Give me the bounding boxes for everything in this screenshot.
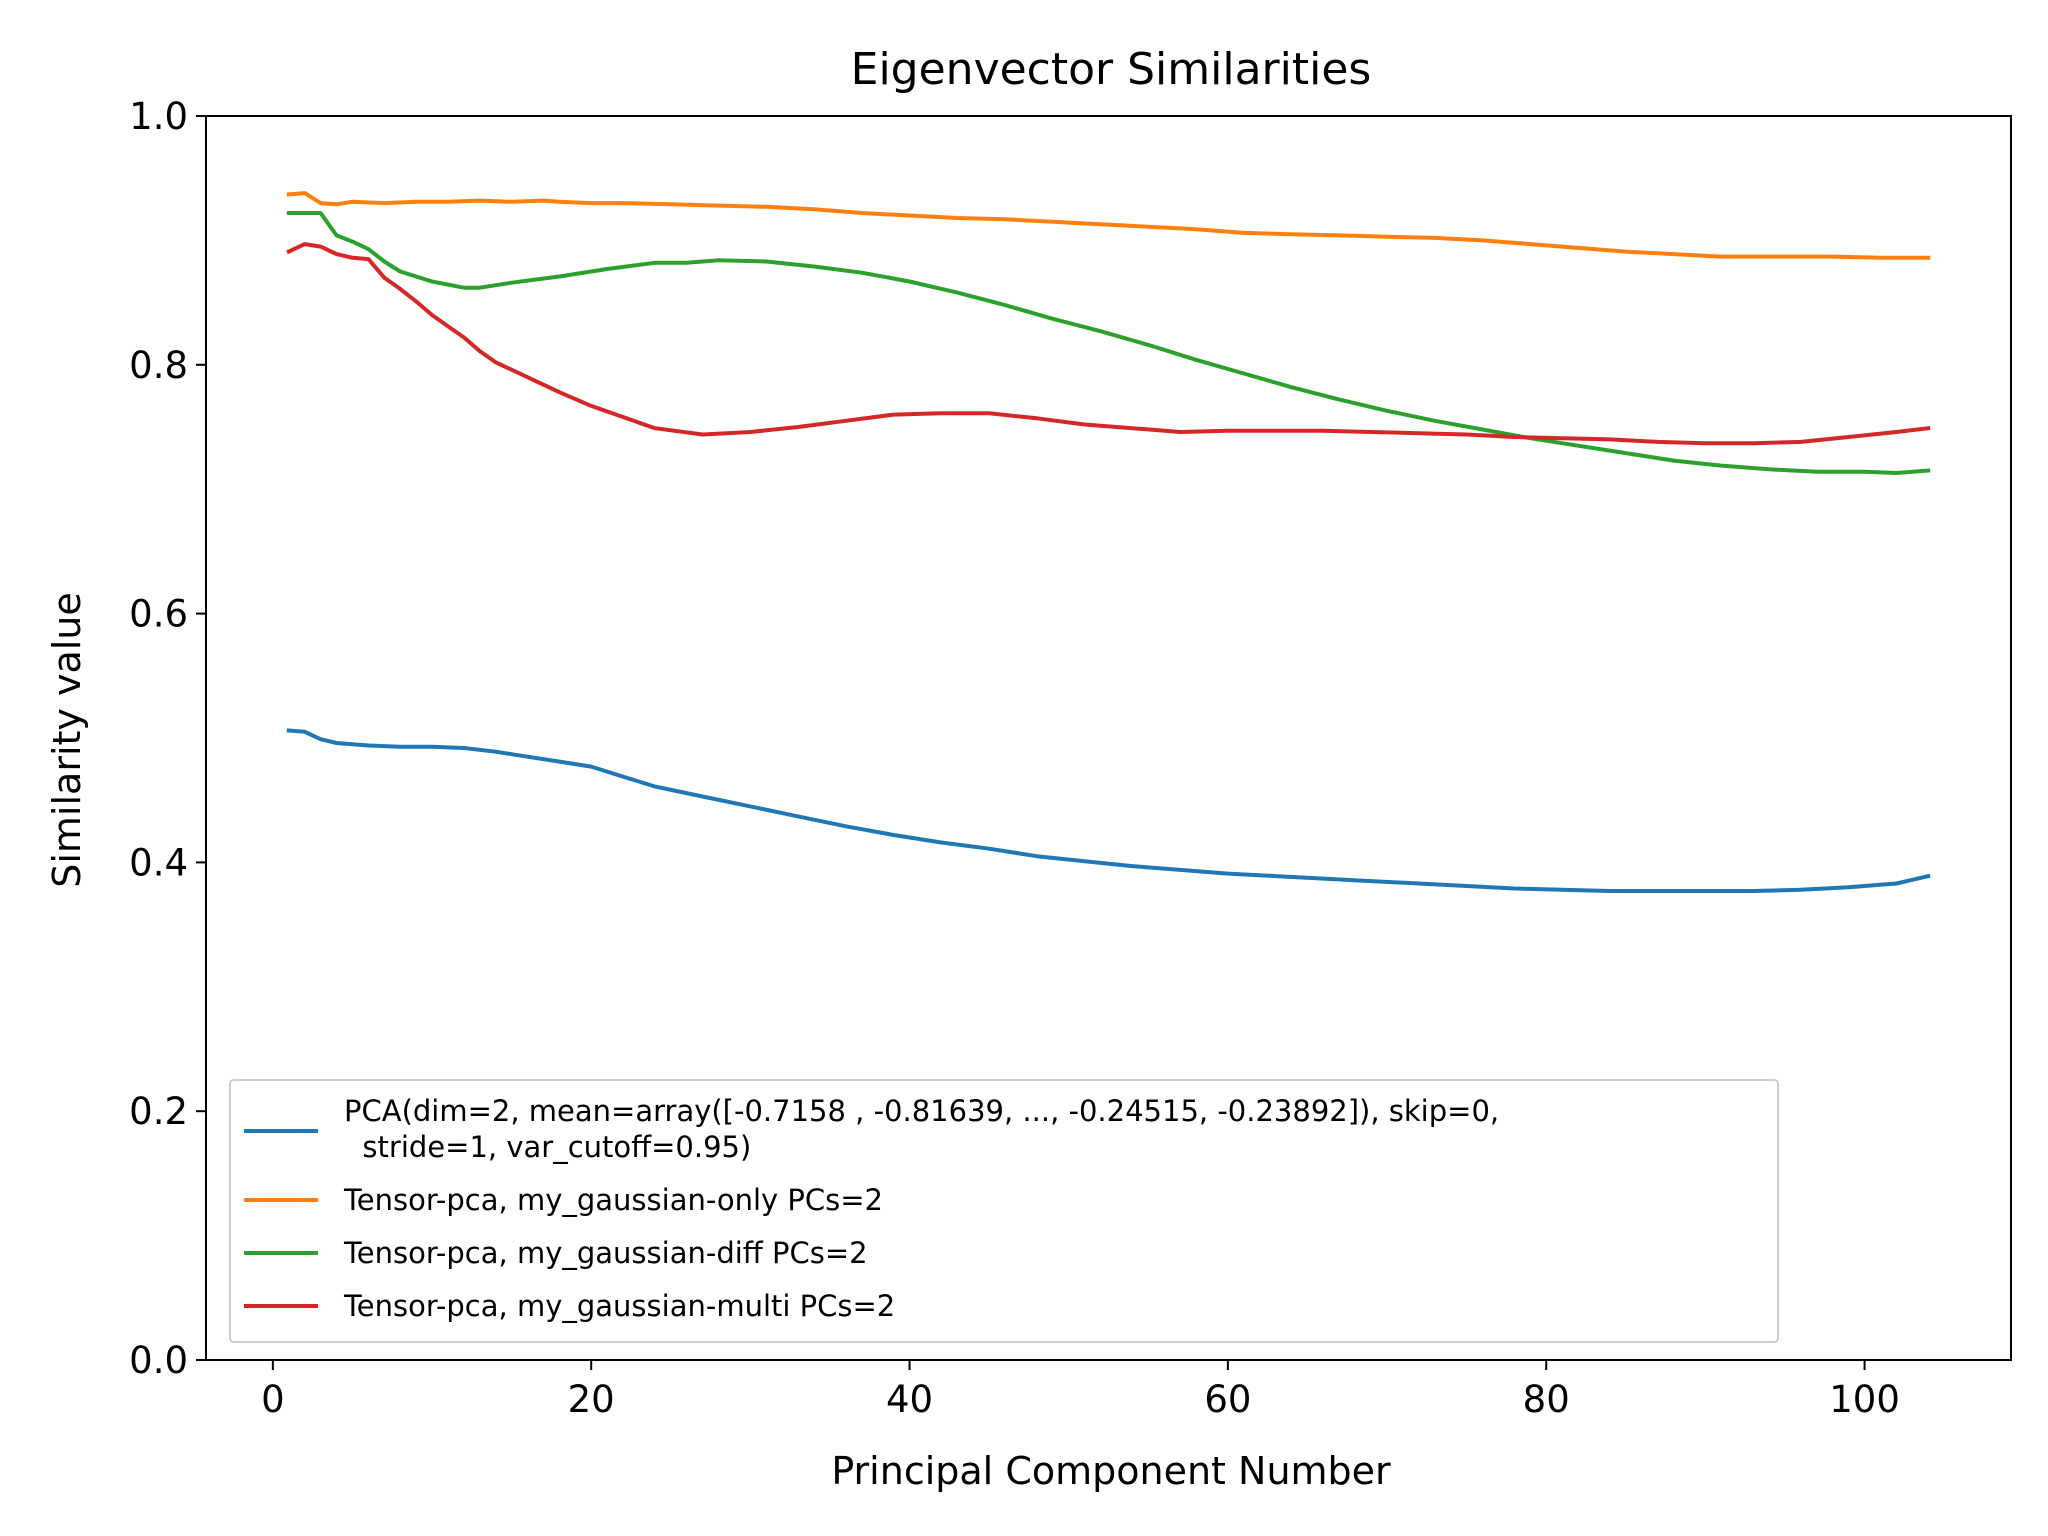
y-axis: 0.0 0.2 0.4 0.6 0.8 1.0 [129, 95, 206, 1382]
series-line-4 [286, 242, 1931, 446]
legend-label-4: Tensor-pca, my_gaussian-multi PCs=2 [343, 1289, 895, 1323]
series-line-2 [286, 191, 1931, 260]
y-tick-label: 0.8 [129, 344, 188, 387]
legend-label-1: PCA(dim=2, mean=array([-0.7158 , -0.8163… [344, 1094, 1499, 1164]
series-line-1 [286, 728, 1931, 893]
y-axis-label: Similarity value [45, 592, 89, 888]
x-tick-label: 100 [1829, 1378, 1900, 1421]
series-line-3 [286, 211, 1931, 475]
chart-title: Eigenvector Similarities [851, 44, 1372, 95]
x-tick-label: 20 [568, 1378, 615, 1421]
x-axis: 0 20 40 60 80 100 [261, 1360, 1900, 1421]
x-tick-label: 0 [261, 1378, 285, 1421]
legend-label-2: Tensor-pca, my_gaussian-only PCs=2 [343, 1183, 883, 1217]
x-tick-label: 40 [886, 1378, 933, 1421]
y-tick-label: 0.2 [129, 1090, 188, 1133]
x-tick-label: 60 [1204, 1378, 1251, 1421]
plot-frame [205, 115, 2012, 1361]
legend-box [229, 1079, 1779, 1343]
legend: PCA(dim=2, mean=array([-0.7158 , -0.8163… [229, 1079, 1779, 1343]
y-tick-label: 0.6 [129, 593, 188, 636]
y-tick-label: 0.4 [129, 841, 188, 884]
x-axis-label: Principal Component Number [831, 1449, 1391, 1493]
legend-label-3: Tensor-pca, my_gaussian-diff PCs=2 [343, 1236, 868, 1270]
y-tick-label: 1.0 [129, 95, 188, 138]
plot-area [286, 191, 1931, 893]
y-tick-label: 0.0 [129, 1339, 188, 1382]
x-tick-label: 80 [1523, 1378, 1570, 1421]
